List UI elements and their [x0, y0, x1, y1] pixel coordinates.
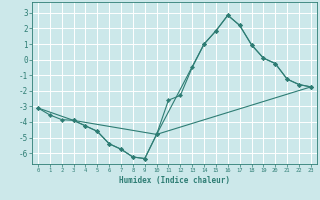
X-axis label: Humidex (Indice chaleur): Humidex (Indice chaleur) [119, 176, 230, 185]
